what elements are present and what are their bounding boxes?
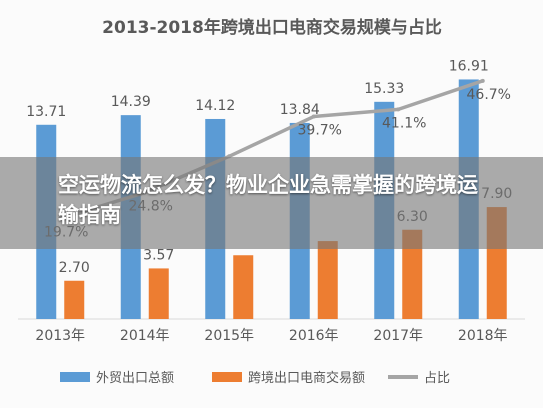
x-tick-label: 2015年 <box>204 328 254 344</box>
x-tick-label: 2018年 <box>458 328 508 344</box>
data-label-share: 39.7% <box>298 123 342 139</box>
data-label-share: 46.7% <box>467 87 511 103</box>
legend-swatch <box>60 372 90 382</box>
bar-cross-border-ecommerce <box>233 255 254 319</box>
x-tick-label: 2017年 <box>373 328 423 344</box>
bar-cross-border-ecommerce <box>317 241 338 319</box>
chart-title: 2013-2018年跨境出口电商交易规模与占比 <box>102 17 442 38</box>
data-label-export-total: 16.91 <box>449 58 489 74</box>
legend-label: 占比 <box>424 371 450 386</box>
x-tick-label: 2013年 <box>35 328 85 344</box>
data-label-ecommerce: 2.70 <box>59 260 90 276</box>
data-label-share: 41.1% <box>382 115 426 131</box>
data-label-export-total: 13.71 <box>26 104 66 120</box>
data-label-export-total: 15.33 <box>364 81 404 97</box>
line-point-share <box>396 107 401 112</box>
ticks-layer: 2013年 2014年 2015年 2016年 2017年 2018年 <box>35 328 507 344</box>
x-tick-label: 2014年 <box>120 328 170 344</box>
bar-cross-border-ecommerce <box>402 229 423 319</box>
data-label-export-total: 14.39 <box>111 94 151 110</box>
bar-cross-border-ecommerce <box>64 280 85 319</box>
data-label-export-total: 13.84 <box>280 102 320 118</box>
x-tick-label: 2016年 <box>289 328 339 344</box>
legend: 外贸出口总额 跨境出口电商交易额 占比 <box>60 370 450 386</box>
data-label-export-total: 14.12 <box>195 98 235 114</box>
legend-label: 跨境出口电商交易额 <box>248 370 365 386</box>
bar-cross-border-ecommerce <box>148 268 169 319</box>
line-point-share <box>311 114 316 119</box>
line-point-share <box>480 78 485 83</box>
legend-swatch <box>212 372 242 382</box>
data-label-ecommerce: 3.57 <box>143 247 174 263</box>
headline-banner <box>0 157 543 249</box>
legend-label: 外贸出口总额 <box>96 371 174 386</box>
headline-text: 空运物流怎么发？物业企业急需掌握的跨境运输指南 <box>58 173 478 227</box>
